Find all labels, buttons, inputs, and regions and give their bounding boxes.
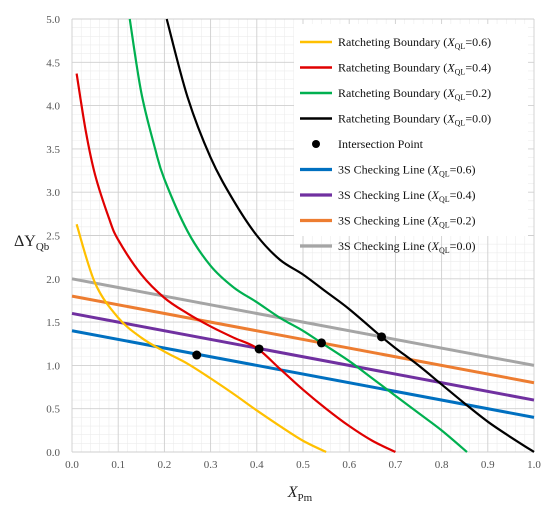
y-tick-label: 0.5 xyxy=(46,404,60,416)
legend-marker xyxy=(312,140,320,148)
y-tick-label: 3.5 xyxy=(46,144,60,156)
x-tick-label: 1.0 xyxy=(527,459,541,471)
x-axis-title: XPm xyxy=(287,484,313,504)
y-tick-labels: 0.0 0.5 1.0 1.5 2.0 2.5 3.0 3.5 4.0 4.5 5.0 xyxy=(46,14,60,459)
series-line-1 xyxy=(75,73,396,453)
x-tick-label: 0.3 xyxy=(204,459,218,471)
y-tick-label: 1.5 xyxy=(46,317,60,329)
y-tick-label: 1.0 xyxy=(46,360,60,372)
legend-label: Ratcheting Boundary (XQL=0.0) xyxy=(338,112,491,128)
intersection-point xyxy=(316,338,326,348)
series-line-7 xyxy=(71,294,535,385)
y-axis-title: ΔYQb xyxy=(14,233,50,253)
x-tick-label: 0.8 xyxy=(435,459,449,471)
series-line-8 xyxy=(71,277,535,367)
y-tick-label: 4.5 xyxy=(46,57,60,69)
x-tick-label: 0.5 xyxy=(296,459,310,471)
series-line-2 xyxy=(128,18,468,453)
y-tick-label: 2.0 xyxy=(46,274,60,286)
y-tick-label: 4.0 xyxy=(46,101,60,113)
x-tick-label: 0.7 xyxy=(389,459,403,471)
series-line-5 xyxy=(71,329,535,419)
y-tick-label: 2.5 xyxy=(46,231,60,243)
x-tick-label: 0.2 xyxy=(158,459,172,471)
series-line-0 xyxy=(75,223,327,453)
legend: Ratcheting Boundary (XQL=0.6) Ratcheting … xyxy=(294,24,528,255)
x-tick-label: 0.1 xyxy=(111,459,125,471)
x-tick-label: 0.4 xyxy=(250,459,264,471)
x-tick-labels: 0.0 0.1 0.2 0.3 0.4 0.5 0.6 0.7 0.8 0.9 1.0 xyxy=(65,459,541,471)
intersection-point xyxy=(254,344,264,354)
legend-label: Ratcheting Boundary (XQL=0.2) xyxy=(338,86,491,102)
legend-label: Ratcheting Boundary (XQL=0.6) xyxy=(338,35,491,51)
legend-label: 3S Checking Line (XQL=0.0) xyxy=(338,239,475,255)
y-tick-label: 5.0 xyxy=(46,14,60,26)
legend-label: 3S Checking Line (XQL=0.4) xyxy=(338,188,475,204)
legend-label: 3S Checking Line (XQL=0.6) xyxy=(338,163,475,179)
y-tick-label: 0.0 xyxy=(46,447,60,459)
x-tick-label: 0.9 xyxy=(481,459,495,471)
intersection-point xyxy=(377,332,387,342)
series-line-3 xyxy=(165,18,535,453)
intersection-point xyxy=(192,350,202,360)
legend-label: Intersection Point xyxy=(338,137,424,151)
y-tick-label: 3.0 xyxy=(46,187,60,199)
legend-label: 3S Checking Line (XQL=0.2) xyxy=(338,214,475,230)
legend-items: Ratcheting Boundary (XQL=0.6) Ratcheting … xyxy=(300,35,491,255)
legend-label: Ratcheting Boundary (XQL=0.4) xyxy=(338,61,491,77)
points-layer xyxy=(192,332,387,360)
series-line-6 xyxy=(71,311,535,402)
series-layer xyxy=(71,18,535,453)
legend-box xyxy=(294,24,528,236)
x-tick-label: 0.0 xyxy=(65,459,79,471)
x-tick-label: 0.6 xyxy=(342,459,356,471)
